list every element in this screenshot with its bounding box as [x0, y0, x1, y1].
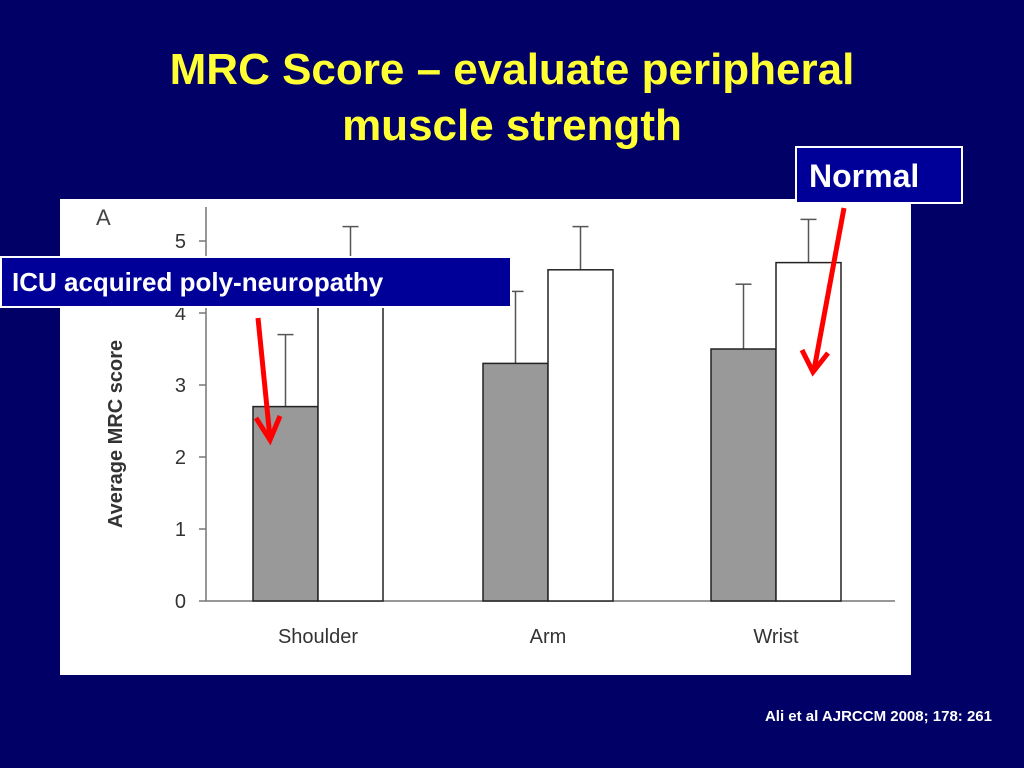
x-tick-label: Wrist	[753, 626, 799, 648]
bar	[317, 290, 384, 602]
callout-icu-neuropathy: ICU acquired poly-neuropathy	[0, 256, 512, 308]
bar	[710, 348, 777, 602]
x-tick-label: Shoulder	[278, 626, 358, 648]
y-tick-label: 2	[175, 447, 186, 469]
bar	[547, 269, 614, 602]
panel-label: A	[96, 205, 111, 230]
bar	[252, 405, 319, 602]
y-tick-label: 3	[175, 375, 186, 397]
bar	[775, 261, 842, 602]
callout-normal: Normal	[795, 146, 963, 204]
y-tick-label: 5	[175, 231, 186, 253]
slide-title: MRC Score – evaluate peripheral muscle s…	[0, 42, 1024, 154]
y-tick-label: 1	[175, 519, 186, 541]
y-tick-label: 4	[175, 303, 186, 325]
title-line-1: MRC Score – evaluate peripheral	[169, 45, 855, 94]
citation: Ali et al AJRCCM 2008; 178: 261	[764, 708, 992, 725]
y-axis-label: Average MRC score	[105, 340, 127, 528]
x-tick-label: Arm	[530, 626, 567, 648]
y-tick-label: 0	[175, 591, 186, 613]
chart-labels: 0 1 2 3 4 5 Average MRC score A Shoulder Arm Wrist	[96, 205, 799, 648]
title-line-2: muscle strength	[342, 101, 682, 150]
bar	[482, 362, 549, 602]
